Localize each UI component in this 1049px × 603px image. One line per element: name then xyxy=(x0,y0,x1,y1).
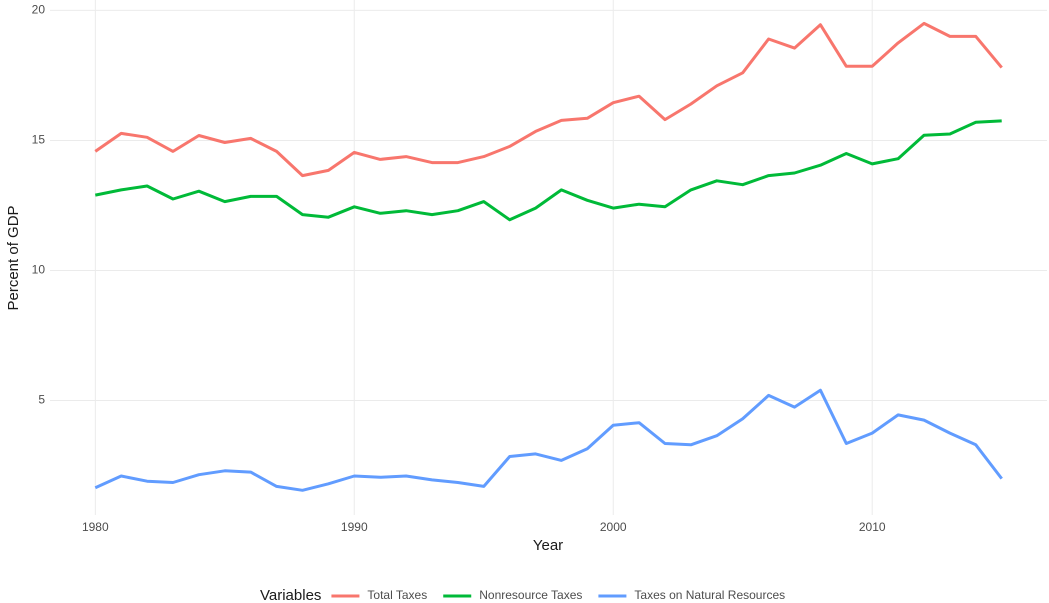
x-tick-label: 1990 xyxy=(341,520,368,534)
y-tick-label: 10 xyxy=(32,263,46,277)
x-axis-title: Year xyxy=(533,537,563,554)
legend-label: Total Taxes xyxy=(367,588,427,602)
y-axis-title: Percent of GDP xyxy=(5,205,22,310)
series-line xyxy=(94,21,1003,178)
grid xyxy=(50,0,1047,515)
y-tick-label: 15 xyxy=(32,133,46,147)
y-tick-label: 20 xyxy=(32,3,46,17)
x-tick-label: 2010 xyxy=(859,520,886,534)
y-tick-label: 5 xyxy=(38,393,45,407)
legend-label: Taxes on Natural Resources xyxy=(634,588,785,602)
x-tick-label: 2000 xyxy=(600,520,627,534)
x-tick-label: 1980 xyxy=(82,520,109,534)
legend-title: Variables xyxy=(260,587,321,603)
legend: Variables Total Taxes Nonresource Taxes Tax… xyxy=(260,587,785,603)
series-line xyxy=(94,388,1003,492)
series-line xyxy=(95,119,1002,222)
legend-label: Nonresource Taxes xyxy=(479,588,582,602)
